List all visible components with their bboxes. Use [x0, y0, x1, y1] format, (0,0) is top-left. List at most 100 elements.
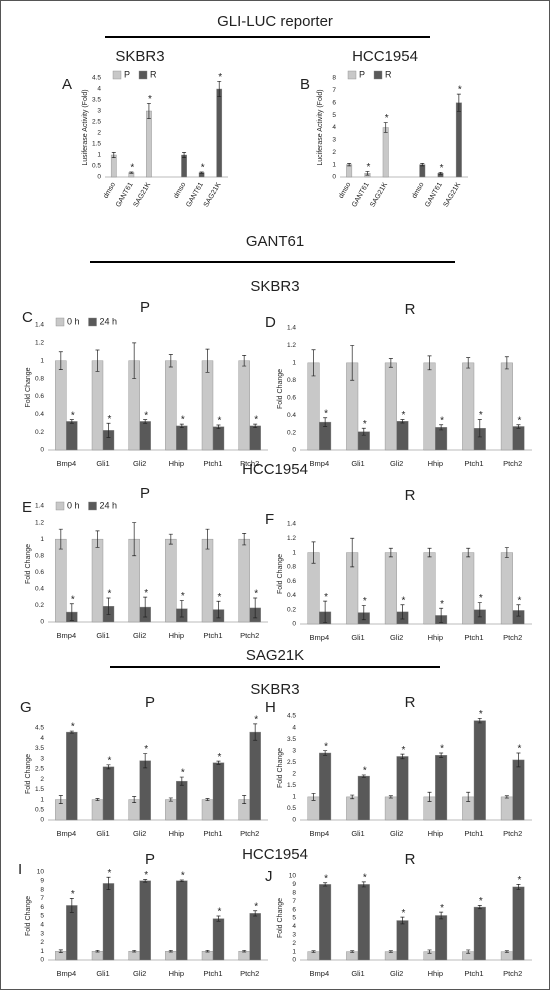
significance: * — [181, 871, 185, 882]
error-bar — [143, 596, 148, 618]
significance: * — [479, 709, 483, 720]
y-tick-label: 0 — [332, 174, 336, 181]
bar — [384, 951, 397, 961]
y-tick-label: 1 — [40, 948, 44, 955]
heading: GANT61 — [246, 233, 304, 250]
significance: * — [254, 715, 258, 726]
y-tick-label: 3 — [97, 108, 101, 115]
y-tick-label: 0 — [40, 447, 44, 454]
bar — [384, 362, 397, 451]
error-bar — [466, 547, 471, 558]
y-tick-label: 0 — [97, 174, 101, 181]
error-bar — [438, 171, 443, 175]
x-tick-label: Ptch1 — [464, 829, 483, 838]
significance: * — [324, 592, 328, 603]
y-axis-label: Fold Change — [277, 898, 284, 938]
x-tick-label: Gli2 — [390, 969, 403, 978]
x-tick-label: Gli1 — [351, 829, 364, 838]
error-bar — [311, 793, 316, 801]
bar — [319, 884, 332, 961]
significance: * — [108, 589, 112, 600]
legend-label: P — [124, 69, 130, 79]
error-bar — [477, 717, 482, 724]
error-bar — [323, 417, 328, 427]
error-bar — [311, 950, 316, 953]
error-bar — [504, 547, 509, 558]
x-tick-label: Gli2 — [133, 631, 146, 640]
error-bar — [69, 898, 74, 913]
significance: * — [201, 163, 205, 174]
error-bar — [111, 152, 116, 158]
bar — [139, 421, 151, 451]
significance: * — [71, 722, 75, 733]
error-bar — [427, 791, 432, 802]
y-tick-label: 2 — [292, 940, 296, 947]
error-bar — [365, 171, 370, 176]
y-tick-label: 0 — [292, 957, 296, 964]
y-tick-label: 10 — [289, 873, 297, 880]
error-bar — [58, 528, 63, 550]
bar — [346, 796, 359, 821]
bar — [249, 425, 261, 451]
error-bar — [516, 752, 521, 768]
x-tick-label: SAG21K — [369, 181, 389, 208]
y-tick-label: 5 — [40, 913, 44, 920]
y-tick-label: 1.2 — [287, 535, 296, 542]
bar — [176, 880, 188, 961]
significance: * — [148, 94, 152, 105]
bar — [238, 951, 250, 961]
significance: * — [402, 745, 406, 756]
y-tick-label: 1 — [97, 152, 101, 159]
x-tick-label: Bmp4 — [310, 969, 330, 978]
y-tick-label: 2.5 — [92, 119, 101, 126]
error-bar — [216, 600, 221, 619]
error-bar — [179, 600, 184, 618]
y-tick-label: 0.8 — [35, 375, 44, 382]
y-axis-label: Fold Change — [277, 554, 284, 594]
x-tick-label: Gli2 — [133, 969, 146, 978]
bar — [128, 951, 140, 961]
error-bar — [504, 356, 509, 370]
error-bar — [216, 760, 221, 765]
error-bar — [132, 522, 137, 557]
error-bar — [477, 602, 482, 618]
significance: * — [71, 410, 75, 421]
y-tick-label: 5 — [332, 112, 336, 119]
bar — [346, 951, 359, 961]
bar — [146, 110, 152, 178]
error-bar — [143, 419, 148, 424]
y-tick-label: 3.5 — [35, 745, 44, 752]
bar — [346, 164, 353, 178]
panel-letter: B — [300, 76, 310, 93]
x-tick-label: Ptch2 — [240, 829, 259, 838]
significance: * — [366, 162, 370, 173]
heading: SKBR3 — [250, 278, 299, 295]
significance: * — [440, 163, 444, 174]
x-tick-label: Ptch1 — [203, 631, 222, 640]
error-bar — [361, 427, 366, 436]
x-tick-label: Gli1 — [351, 969, 364, 978]
y-tick-label: 0.6 — [287, 394, 296, 401]
heading: SKBR3 — [115, 48, 164, 65]
bar — [238, 538, 250, 623]
x-tick-label: dmso — [411, 181, 426, 199]
y-tick-label: 1.2 — [287, 342, 296, 349]
heading: HCC1954 — [352, 48, 418, 65]
significance: * — [402, 908, 406, 919]
significance: * — [324, 873, 328, 884]
x-tick-label: GANT61 — [424, 181, 444, 208]
error-bar — [388, 795, 393, 799]
bar — [216, 88, 223, 178]
y-tick-label: 8 — [332, 75, 336, 82]
error-bar — [388, 950, 393, 953]
legend-swatch — [112, 70, 122, 80]
y-tick-label: 1.2 — [35, 519, 44, 526]
error-bar — [132, 796, 137, 803]
significance: * — [518, 875, 522, 886]
bar — [435, 427, 448, 451]
x-tick-label: Gli1 — [351, 459, 364, 468]
bar — [500, 552, 513, 625]
y-tick-label: 4 — [40, 922, 44, 929]
heading: SKBR3 — [250, 681, 299, 698]
bar — [201, 799, 214, 821]
